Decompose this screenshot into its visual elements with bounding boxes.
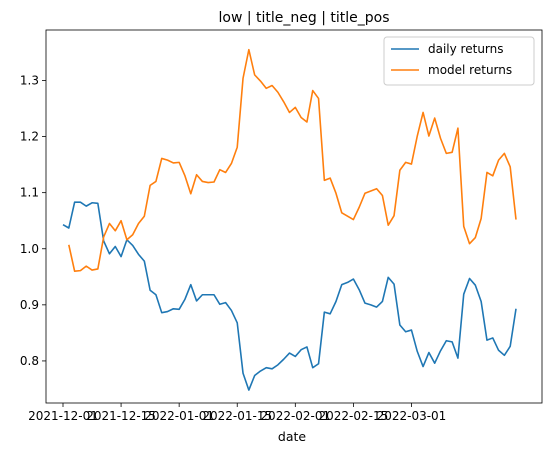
legend-frame — [383, 36, 535, 86]
legend-label-model-returns: model returns — [428, 63, 512, 77]
x-tick-label: 2022-02-01 — [260, 409, 330, 423]
x-axis: 2021-12-012021-12-152022-01-012022-01-15… — [28, 403, 446, 423]
legend-label-daily-returns: daily returns — [428, 42, 504, 56]
chart-title: low | title_neg | title_pos — [218, 10, 389, 26]
series-lines — [62, 48, 517, 391]
x-axis-title: date — [278, 429, 306, 444]
series-line-daily-returns — [62, 201, 517, 391]
series-line-model-returns — [68, 48, 517, 272]
y-axis: 0.8 0.9 1.0 1.1 1.2 1.3 — [20, 73, 46, 368]
y-tick-label: 0.9 — [20, 298, 39, 312]
x-tick-label: 2022-02-15 — [319, 409, 389, 423]
legend: daily returns model returns — [383, 36, 535, 86]
y-tick-label: 1.0 — [20, 242, 39, 256]
y-tick-label: 1.2 — [20, 130, 39, 144]
y-tick-label: 1.1 — [20, 186, 39, 200]
plot-area — [45, 29, 543, 404]
y-tick-label: 1.3 — [20, 73, 39, 87]
x-tick-label: 2021-12-01 — [28, 409, 98, 423]
y-tick-label: 0.8 — [20, 354, 39, 368]
x-tick-label: 2022-01-15 — [202, 409, 272, 423]
x-tick-label: 2021-12-15 — [86, 409, 156, 423]
x-tick-label: 2022-01-01 — [144, 409, 214, 423]
x-tick-label: 2022-03-01 — [377, 409, 447, 423]
